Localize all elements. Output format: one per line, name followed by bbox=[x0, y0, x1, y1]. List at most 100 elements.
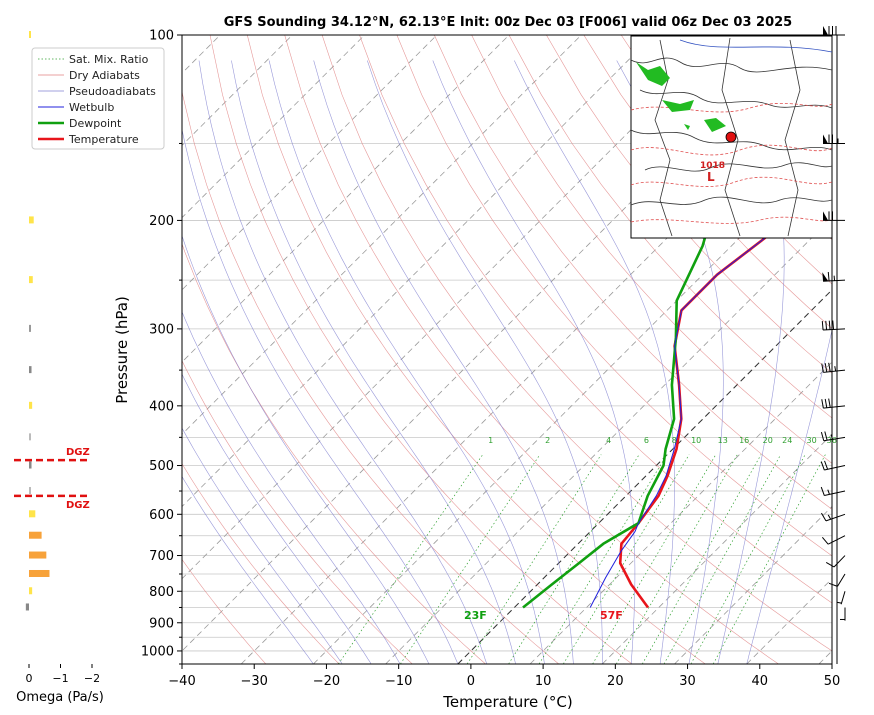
surface-dewpoint-label: 23F bbox=[464, 609, 487, 622]
series-wetbulb bbox=[589, 200, 832, 608]
mixing-ratio-line bbox=[592, 454, 717, 664]
mixing-ratio-label: 36 bbox=[827, 436, 837, 445]
wind-barb bbox=[823, 134, 845, 144]
background-grid bbox=[182, 35, 832, 664]
legend-label: Temperature bbox=[68, 133, 139, 146]
isotherm bbox=[182, 35, 365, 219]
wind-barb bbox=[825, 555, 846, 568]
mixing-ratio-line bbox=[508, 454, 640, 664]
x-tick-label: 0 bbox=[467, 674, 475, 689]
omega-bar bbox=[29, 401, 33, 409]
omega-bar bbox=[29, 510, 36, 518]
y-tick-label: 200 bbox=[149, 214, 174, 229]
mixing-ratio-label: 30 bbox=[806, 436, 816, 445]
dgz-label: DGZ bbox=[66, 447, 90, 458]
legend-label: Wetbulb bbox=[69, 101, 114, 114]
omega-bar bbox=[25, 603, 29, 611]
pseudoadiabat bbox=[182, 128, 459, 664]
wind-barb bbox=[822, 271, 846, 282]
x-tick-label: 10 bbox=[535, 674, 552, 689]
isotherm bbox=[313, 144, 832, 664]
omega-bar bbox=[29, 276, 33, 284]
pseudoadiabat bbox=[182, 373, 372, 664]
wind-barb bbox=[821, 362, 846, 373]
mixing-ratio-line bbox=[563, 454, 690, 664]
omega-bar bbox=[29, 587, 33, 595]
wind-barbs bbox=[820, 26, 846, 621]
mixing-ratio-label: 24 bbox=[782, 436, 792, 445]
x-tick-label: −10 bbox=[385, 674, 412, 689]
dry-adiabat bbox=[508, 35, 832, 419]
pseudoadiabat bbox=[198, 60, 487, 664]
dry-adiabat bbox=[546, 35, 832, 374]
mixing-ratio-label: 20 bbox=[763, 436, 773, 445]
mixing-ratio-label: 10 bbox=[691, 436, 701, 445]
pseudoadiabat bbox=[367, 60, 603, 664]
dry-adiabat bbox=[182, 558, 267, 664]
chart-title: GFS Sounding 34.12°N, 62.13°E Init: 00z … bbox=[224, 15, 792, 30]
y-axis: 100 200 300 400 500 600 700 800 900 1000 bbox=[141, 29, 182, 665]
pseudoadiabat bbox=[182, 311, 401, 664]
x-tick-label: 50 bbox=[824, 674, 841, 689]
surface-temperature-label: 57F bbox=[600, 609, 623, 622]
sounding-location-marker bbox=[725, 131, 737, 143]
dry-adiabat bbox=[321, 35, 832, 652]
pseudoadiabat bbox=[746, 328, 832, 664]
mixing-ratio-label: 2 bbox=[545, 436, 550, 445]
dry-adiabat bbox=[359, 35, 832, 604]
wind-barb bbox=[821, 535, 846, 545]
dry-adiabat bbox=[182, 243, 486, 664]
omega-bar bbox=[29, 487, 31, 495]
wind-barb bbox=[828, 573, 846, 587]
omega-bar bbox=[29, 324, 31, 332]
dry-adiabat bbox=[209, 35, 633, 664]
dry-adiabat bbox=[471, 35, 832, 464]
dry-adiabat bbox=[434, 35, 832, 510]
omega-bar bbox=[29, 31, 31, 38]
pseudoadiabat bbox=[182, 427, 343, 664]
pseudoadiabat bbox=[313, 60, 574, 664]
dry-adiabat bbox=[247, 35, 706, 664]
x-tick-label: −40 bbox=[168, 674, 195, 689]
y-tick-label: 800 bbox=[149, 585, 174, 600]
wind-barb bbox=[821, 398, 846, 409]
dry-adiabat bbox=[182, 89, 559, 664]
y-tick-label: 500 bbox=[149, 459, 174, 474]
omega-bar bbox=[29, 366, 32, 374]
legend-label: Sat. Mix. Ratio bbox=[69, 53, 149, 66]
omega-bar bbox=[29, 531, 42, 539]
legend: Sat. Mix. Ratio Dry Adiabats Pseudoadiabat… bbox=[31, 47, 165, 150]
y-tick-label: 100 bbox=[149, 29, 174, 44]
isotherm bbox=[182, 35, 582, 435]
mixing-ratio-label: 16 bbox=[739, 436, 749, 445]
legend-label: Dewpoint bbox=[69, 117, 122, 130]
pseudoadiabat bbox=[717, 60, 785, 664]
mixing-ratio-labels: 1 2 4 6 8 10 13 16 20 24 30 36 bbox=[488, 436, 837, 445]
dgz-label: DGZ bbox=[66, 500, 90, 511]
dry-adiabat bbox=[396, 35, 832, 557]
omega-bar bbox=[29, 551, 47, 559]
omega-bar bbox=[29, 461, 32, 469]
x-axis: −40 −30 −20 −10 0 10 20 30 40 50 bbox=[168, 664, 840, 689]
pseudoadiabat bbox=[432, 60, 636, 664]
pseudoadiabat bbox=[268, 60, 545, 664]
pressure-center-value: 1018 bbox=[700, 161, 725, 171]
omega-tick-label: −1 bbox=[52, 672, 68, 685]
mixing-ratio-label: 13 bbox=[718, 436, 728, 445]
legend-label: Dry Adiabats bbox=[69, 69, 140, 82]
y-tick-label: 400 bbox=[149, 399, 174, 414]
pseudoadiabat bbox=[616, 60, 724, 664]
y-tick-label: 300 bbox=[149, 322, 174, 337]
omega-tick-label: 0 bbox=[26, 672, 33, 685]
y-tick-label: 900 bbox=[149, 616, 174, 631]
zero-isotherm bbox=[457, 289, 832, 664]
dry-adiabat bbox=[284, 35, 779, 664]
isotherm bbox=[182, 35, 654, 508]
pseudoadiabat bbox=[182, 475, 314, 664]
x-tick-label: −20 bbox=[313, 674, 340, 689]
omega-bar bbox=[29, 433, 31, 441]
dry-adiabat bbox=[583, 35, 832, 329]
dry-adiabat bbox=[182, 360, 413, 664]
isotherm bbox=[182, 35, 438, 291]
